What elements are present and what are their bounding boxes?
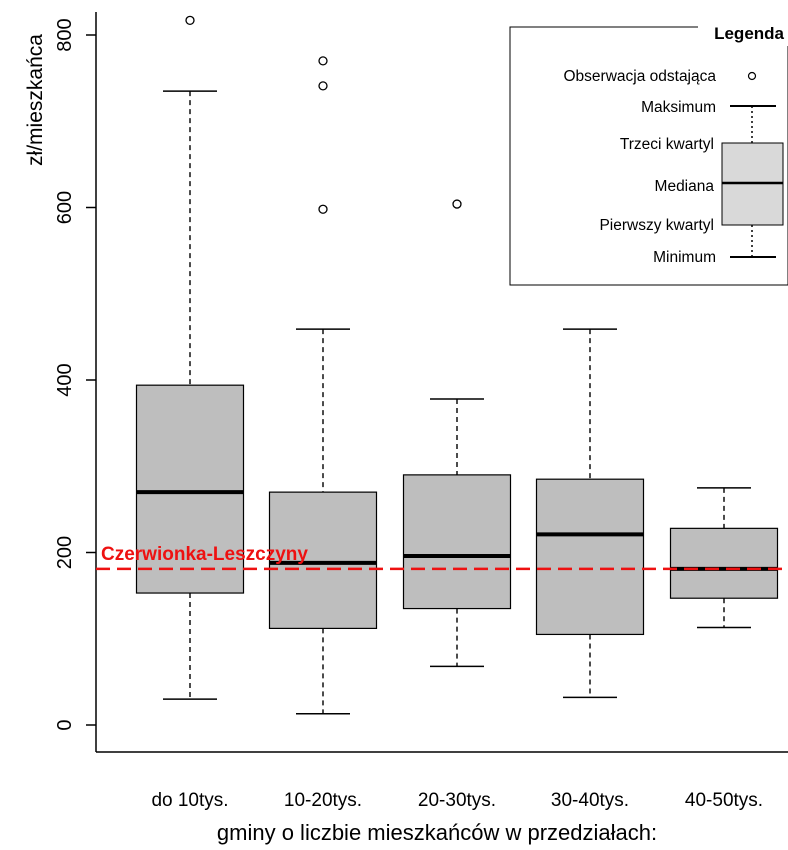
y-tick-label: 200	[54, 536, 76, 569]
x-tick-label: 30-40tys.	[551, 790, 629, 811]
outlier-point	[186, 16, 194, 24]
outlier-point	[453, 200, 461, 208]
box-group	[404, 200, 511, 666]
box-iqr	[537, 479, 644, 634]
outlier-point	[319, 205, 327, 213]
legend-label-q3: Trzeci kwartyl	[620, 136, 714, 153]
box-group	[537, 329, 644, 697]
y-axis-ticks: 0 200 400 600 800	[54, 18, 96, 730]
legend-label-outlier: Obserwacja odstająca	[564, 68, 717, 85]
legend-label-q1: Pierwszy kwartyl	[599, 217, 714, 234]
x-axis-label: gminy o liczbie mieszkańców w przedziała…	[217, 820, 657, 845]
legend-label-median: Mediana	[655, 178, 715, 195]
box-iqr	[404, 475, 511, 609]
box-iqr	[671, 528, 778, 598]
y-tick-label: 400	[54, 363, 76, 396]
y-axis-label: zł/mieszkańca	[24, 34, 47, 166]
legend-title: Legenda	[714, 24, 784, 43]
y-tick-label: 800	[54, 18, 76, 51]
outlier-point	[319, 57, 327, 65]
box-group	[270, 57, 377, 714]
legend-label-min: Minimum	[653, 249, 716, 266]
x-axis-tick-labels: do 10tys. 10-20tys. 20-30tys. 30-40tys. 40-5…	[151, 790, 763, 811]
box-group	[671, 488, 778, 628]
x-tick-label: 20-30tys.	[418, 790, 496, 811]
reference-line-label: Czerwionka-Leszczyny	[101, 544, 308, 565]
y-tick-label: 600	[54, 191, 76, 224]
x-tick-label: 10-20tys.	[284, 790, 362, 811]
box-group	[137, 16, 244, 699]
legend: Legenda Obserwacja odstająca Maksimum Tr…	[510, 18, 788, 285]
x-tick-label: 40-50tys.	[685, 790, 763, 811]
outlier-point	[319, 82, 327, 90]
x-tick-label: do 10tys.	[151, 790, 228, 811]
legend-label-max: Maksimum	[641, 99, 716, 116]
y-tick-label: 0	[54, 719, 76, 730]
